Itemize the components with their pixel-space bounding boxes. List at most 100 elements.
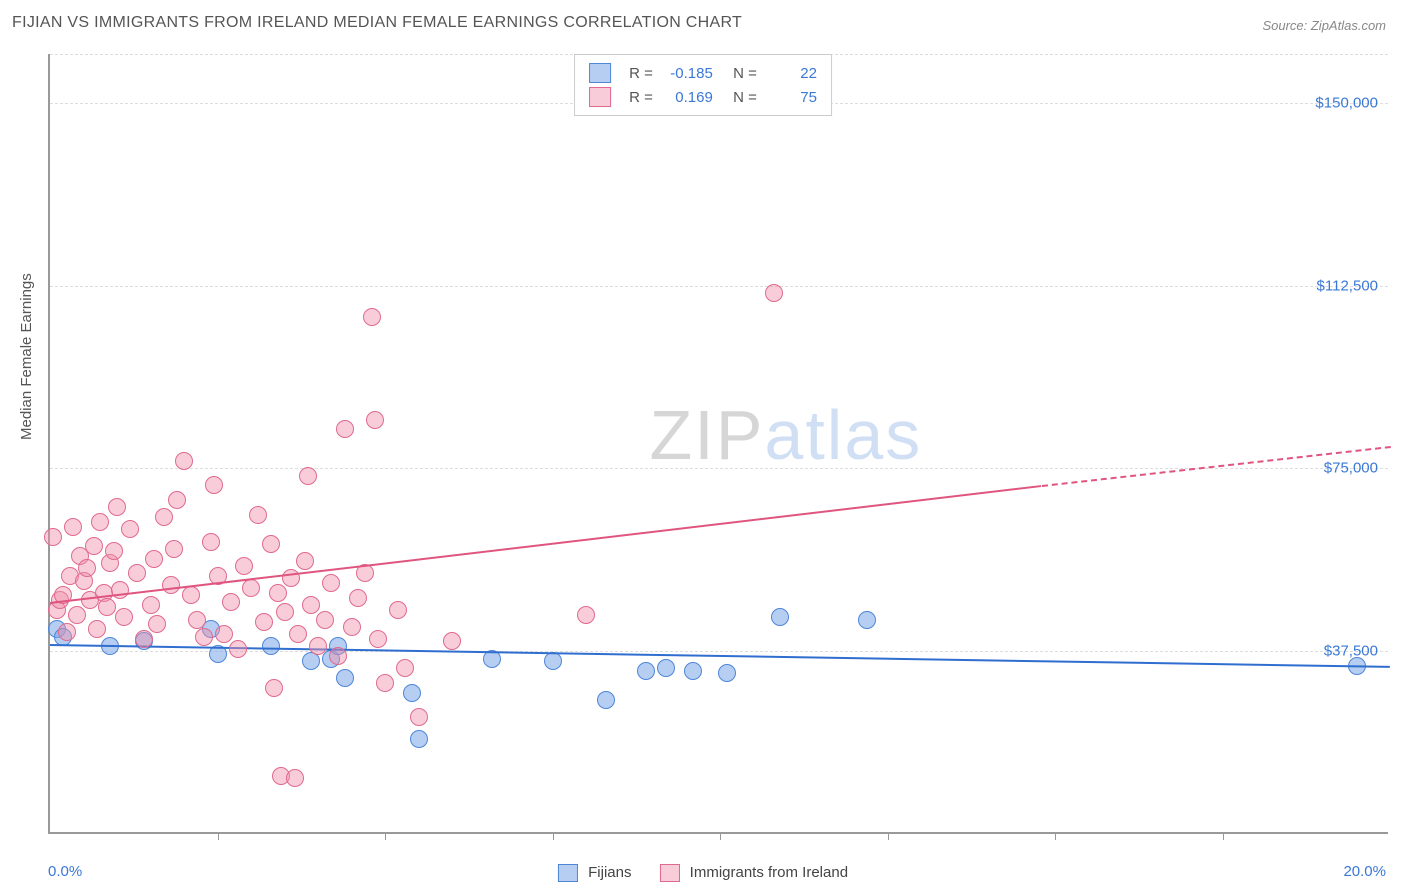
data-point-ireland bbox=[343, 618, 361, 636]
data-point-ireland bbox=[329, 647, 347, 665]
data-point-ireland bbox=[242, 579, 260, 597]
data-point-ireland bbox=[376, 674, 394, 692]
data-point-fijians bbox=[684, 662, 702, 680]
legend-item-ireland: Immigrants from Ireland bbox=[659, 864, 848, 882]
data-point-ireland bbox=[249, 506, 267, 524]
x-tick bbox=[720, 832, 721, 840]
data-point-ireland bbox=[115, 608, 133, 626]
data-point-ireland bbox=[255, 613, 273, 631]
data-point-fijians bbox=[410, 730, 428, 748]
data-point-ireland bbox=[44, 528, 62, 546]
data-point-ireland bbox=[68, 606, 86, 624]
legend-item-fijians: Fijians bbox=[558, 864, 632, 882]
r-value-ireland: 0.169 bbox=[665, 89, 713, 106]
data-point-fijians bbox=[718, 664, 736, 682]
data-point-ireland bbox=[765, 284, 783, 302]
data-point-ireland bbox=[276, 603, 294, 621]
data-point-ireland bbox=[316, 611, 334, 629]
data-point-ireland bbox=[349, 589, 367, 607]
x-tick bbox=[888, 832, 889, 840]
data-point-ireland bbox=[286, 769, 304, 787]
x-tick bbox=[1223, 832, 1224, 840]
y-tick-label: $75,000 bbox=[1324, 460, 1378, 477]
data-point-fijians bbox=[336, 669, 354, 687]
data-point-ireland bbox=[235, 557, 253, 575]
x-tick bbox=[218, 832, 219, 840]
data-point-ireland bbox=[205, 476, 223, 494]
data-point-ireland bbox=[410, 708, 428, 726]
data-point-ireland bbox=[195, 628, 213, 646]
data-point-ireland bbox=[182, 586, 200, 604]
data-point-ireland bbox=[443, 632, 461, 650]
data-point-fijians bbox=[657, 659, 675, 677]
data-point-ireland bbox=[289, 625, 307, 643]
data-point-ireland bbox=[322, 574, 340, 592]
data-point-ireland bbox=[369, 630, 387, 648]
data-point-ireland bbox=[175, 452, 193, 470]
data-point-ireland bbox=[98, 598, 116, 616]
n-value-ireland: 75 bbox=[769, 89, 817, 106]
data-point-ireland bbox=[162, 576, 180, 594]
data-point-ireland bbox=[111, 581, 129, 599]
data-point-ireland bbox=[215, 625, 233, 643]
data-point-ireland bbox=[269, 584, 287, 602]
source-attribution: Source: ZipAtlas.com bbox=[1262, 18, 1386, 33]
data-point-ireland bbox=[396, 659, 414, 677]
data-point-ireland bbox=[142, 596, 160, 614]
data-point-ireland bbox=[188, 611, 206, 629]
n-label: N = bbox=[725, 65, 757, 82]
r-value-fijians: -0.185 bbox=[665, 65, 713, 82]
data-point-ireland bbox=[64, 518, 82, 536]
correlation-stats-box: R = -0.185 N = 22 R = 0.169 N = 75 bbox=[574, 54, 832, 116]
legend-label-fijians: Fijians bbox=[588, 864, 631, 881]
x-tick bbox=[1055, 832, 1056, 840]
data-point-ireland bbox=[135, 630, 153, 648]
data-point-ireland bbox=[336, 420, 354, 438]
data-point-ireland bbox=[145, 550, 163, 568]
watermark-zip: ZIP bbox=[650, 396, 765, 474]
y-axis-label: Median Female Earnings bbox=[18, 273, 35, 440]
data-point-ireland bbox=[363, 308, 381, 326]
x-tick bbox=[385, 832, 386, 840]
data-point-ireland bbox=[265, 679, 283, 697]
data-point-ireland bbox=[105, 542, 123, 560]
data-point-fijians bbox=[262, 637, 280, 655]
n-value-fijians: 22 bbox=[769, 65, 817, 82]
data-point-ireland bbox=[58, 623, 76, 641]
x-axis-min-label: 0.0% bbox=[48, 863, 82, 880]
data-point-ireland bbox=[577, 606, 595, 624]
legend-label-ireland: Immigrants from Ireland bbox=[690, 864, 848, 881]
data-point-ireland bbox=[299, 467, 317, 485]
data-point-ireland bbox=[85, 537, 103, 555]
data-point-ireland bbox=[262, 535, 280, 553]
y-tick-label: $112,500 bbox=[1317, 277, 1378, 294]
data-point-fijians bbox=[771, 608, 789, 626]
data-point-ireland bbox=[78, 559, 96, 577]
data-point-ireland bbox=[121, 520, 139, 538]
plot-area: ZIPatlas $37,500$75,000$112,500$150,000 bbox=[48, 54, 1388, 834]
data-point-ireland bbox=[296, 552, 314, 570]
chart-title: FIJIAN VS IMMIGRANTS FROM IRELAND MEDIAN… bbox=[12, 14, 742, 32]
data-point-ireland bbox=[366, 411, 384, 429]
data-point-ireland bbox=[389, 601, 407, 619]
r-label: R = bbox=[629, 65, 653, 82]
swatch-fijians bbox=[589, 63, 611, 83]
legend-bottom: Fijians Immigrants from Ireland bbox=[558, 864, 848, 882]
watermark-atlas: atlas bbox=[764, 396, 922, 474]
x-axis-max-label: 20.0% bbox=[1343, 863, 1386, 880]
r-label: R = bbox=[629, 89, 653, 106]
data-point-ireland bbox=[91, 513, 109, 531]
legend-swatch-ireland bbox=[659, 864, 679, 882]
gridline bbox=[50, 286, 1388, 287]
trend-line bbox=[50, 485, 1042, 604]
trend-line bbox=[50, 644, 1390, 668]
data-point-ireland bbox=[155, 508, 173, 526]
data-point-ireland bbox=[302, 596, 320, 614]
data-point-ireland bbox=[168, 491, 186, 509]
data-point-ireland bbox=[229, 640, 247, 658]
data-point-ireland bbox=[165, 540, 183, 558]
legend-swatch-fijians bbox=[558, 864, 578, 882]
y-tick-label: $150,000 bbox=[1315, 94, 1378, 111]
x-tick bbox=[553, 832, 554, 840]
data-point-ireland bbox=[128, 564, 146, 582]
